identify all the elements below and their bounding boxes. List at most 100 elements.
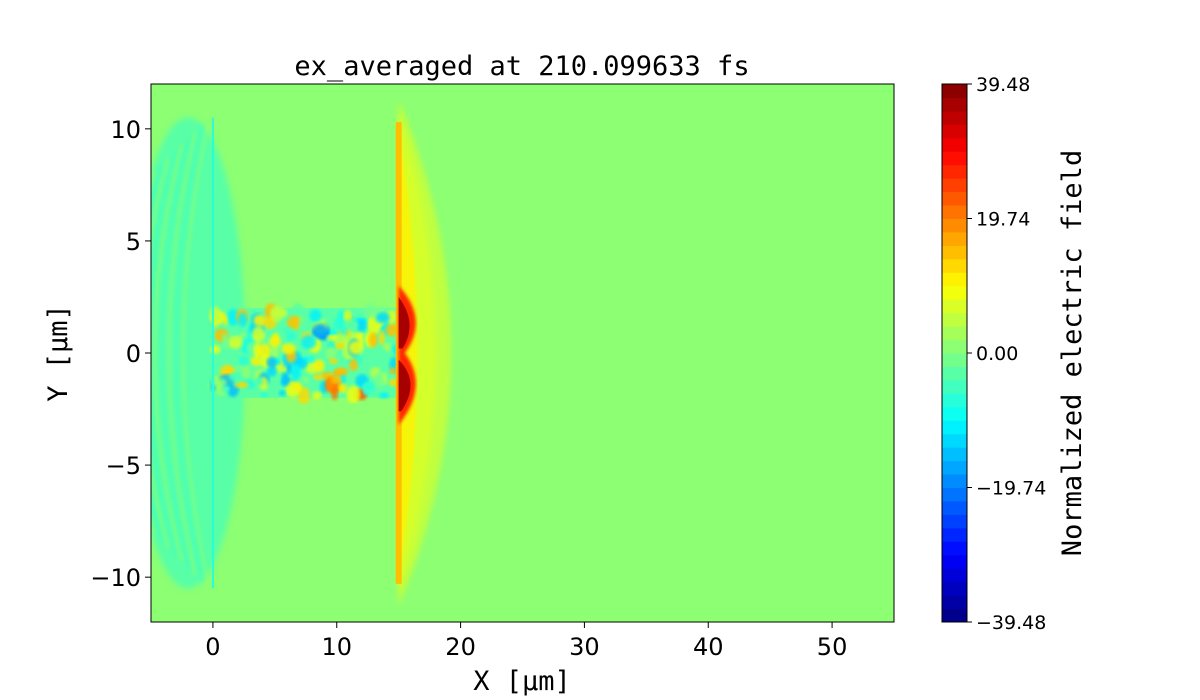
- field-blob: [252, 326, 265, 343]
- colorbar-level: [942, 326, 967, 341]
- colorbar-level: [942, 353, 967, 367]
- colorbar-level: [942, 339, 967, 354]
- field-blob: [209, 306, 221, 323]
- colorbar-level: [942, 205, 967, 219]
- colorbar-level: [942, 191, 967, 206]
- x-tick-label: 0: [205, 633, 220, 661]
- field-ripple: [174, 124, 204, 582]
- field-blob: [290, 364, 301, 380]
- field-front-arc-core: [398, 128, 418, 578]
- colorbar-level: [942, 500, 967, 515]
- colorbar-level: [942, 178, 967, 193]
- heatmap-plot: [151, 84, 894, 622]
- field-blob: [312, 324, 328, 339]
- colorbar-tick-label: 19.74: [976, 209, 1030, 231]
- colorbar-level: [942, 433, 967, 448]
- field-blob: [338, 382, 348, 394]
- field-blob: [287, 315, 302, 330]
- field-blob: [330, 375, 343, 384]
- colorbar-level: [942, 581, 967, 596]
- x-tick-label: 40: [693, 633, 724, 661]
- y-tick-label: −10: [90, 564, 141, 592]
- colorbar-level: [942, 231, 967, 246]
- y-tick-label: 10: [110, 116, 141, 144]
- field-blob: [278, 389, 286, 397]
- colorbar-level: [942, 84, 967, 98]
- field-blob: [389, 367, 396, 375]
- colorbar-level: [942, 541, 967, 556]
- field-blob: [220, 384, 230, 394]
- field-blob: [281, 327, 294, 334]
- colorbar-level: [942, 460, 967, 475]
- colorbar-level: [942, 299, 967, 314]
- colorbar: 39.48 19.74 0.00 −19.74 −39.48: [941, 74, 1046, 634]
- field-blob: [376, 312, 390, 323]
- colorbar-level: [942, 487, 967, 502]
- colorbar-level: [942, 124, 967, 139]
- field-blob: [221, 333, 229, 350]
- field-blob: [293, 382, 303, 392]
- field-blob: [297, 386, 310, 404]
- field-blob: [228, 372, 242, 382]
- colorbar-tick-label: 0.00: [976, 343, 1018, 365]
- y-tick-label: 5: [126, 228, 141, 256]
- field-rear-wall: [211, 117, 214, 589]
- colorbar-level: [942, 272, 967, 287]
- colorbar-level: [942, 245, 967, 260]
- field-blob: [313, 373, 324, 381]
- colorbar-tick-label: 39.48: [976, 74, 1030, 96]
- field-blob: [210, 345, 221, 354]
- colorbar-label: Normalized electric field: [1057, 150, 1088, 556]
- colorbar-level: [942, 218, 967, 233]
- field-blob: [356, 319, 367, 333]
- field-blob: [285, 331, 297, 341]
- field-peak-max: [398, 359, 411, 412]
- field-rear-region: [151, 117, 246, 589]
- field-blob: [362, 381, 376, 391]
- field-blob: [373, 372, 385, 388]
- x-tick-label: 30: [569, 633, 600, 661]
- colorbar-tick-label: −19.74: [976, 478, 1046, 500]
- field-blob: [348, 340, 364, 355]
- field-blob: [266, 356, 277, 368]
- field-ripple: [151, 150, 177, 556]
- colorbar-level: [942, 595, 967, 610]
- field-blob: [334, 367, 349, 376]
- field-ripple: [151, 157, 170, 549]
- colorbar-tick-label: −39.48: [976, 612, 1046, 634]
- colorbar-level: [942, 151, 967, 166]
- field-blob: [235, 364, 244, 372]
- field-ripple: [153, 144, 184, 562]
- field-blob: [343, 310, 351, 321]
- field-blob: [281, 372, 290, 386]
- y-axis-label: Y [μm]: [43, 304, 74, 402]
- field-blob: [281, 343, 296, 355]
- colorbar-level: [942, 379, 967, 394]
- colorbar-level: [942, 420, 967, 435]
- colorbar-level: [942, 554, 967, 569]
- field-blob: [211, 378, 227, 387]
- field-blob: [349, 358, 359, 371]
- field-blob: [346, 385, 361, 404]
- colorbar-level: [942, 137, 967, 152]
- colorbar-level: [942, 527, 967, 542]
- y-tick-label: 0: [126, 340, 141, 368]
- field-ripple: [160, 137, 191, 569]
- field-blob: [378, 392, 389, 399]
- field-blob: [301, 376, 309, 383]
- field-blob: [238, 355, 249, 367]
- x-axis-label: X [μm]: [473, 666, 571, 697]
- colorbar-level: [942, 568, 967, 583]
- field-blob: [335, 342, 345, 350]
- field-blob: [385, 323, 399, 337]
- field-blob: [333, 318, 346, 330]
- field-ripple: [181, 117, 211, 589]
- colorbar-level: [942, 366, 967, 381]
- field-peak-max: [398, 296, 410, 349]
- colorbar-level: [942, 110, 967, 125]
- colorbar-level: [942, 608, 967, 623]
- field-blob: [368, 332, 378, 348]
- field-blob: [309, 309, 322, 323]
- field-blob: [301, 334, 317, 350]
